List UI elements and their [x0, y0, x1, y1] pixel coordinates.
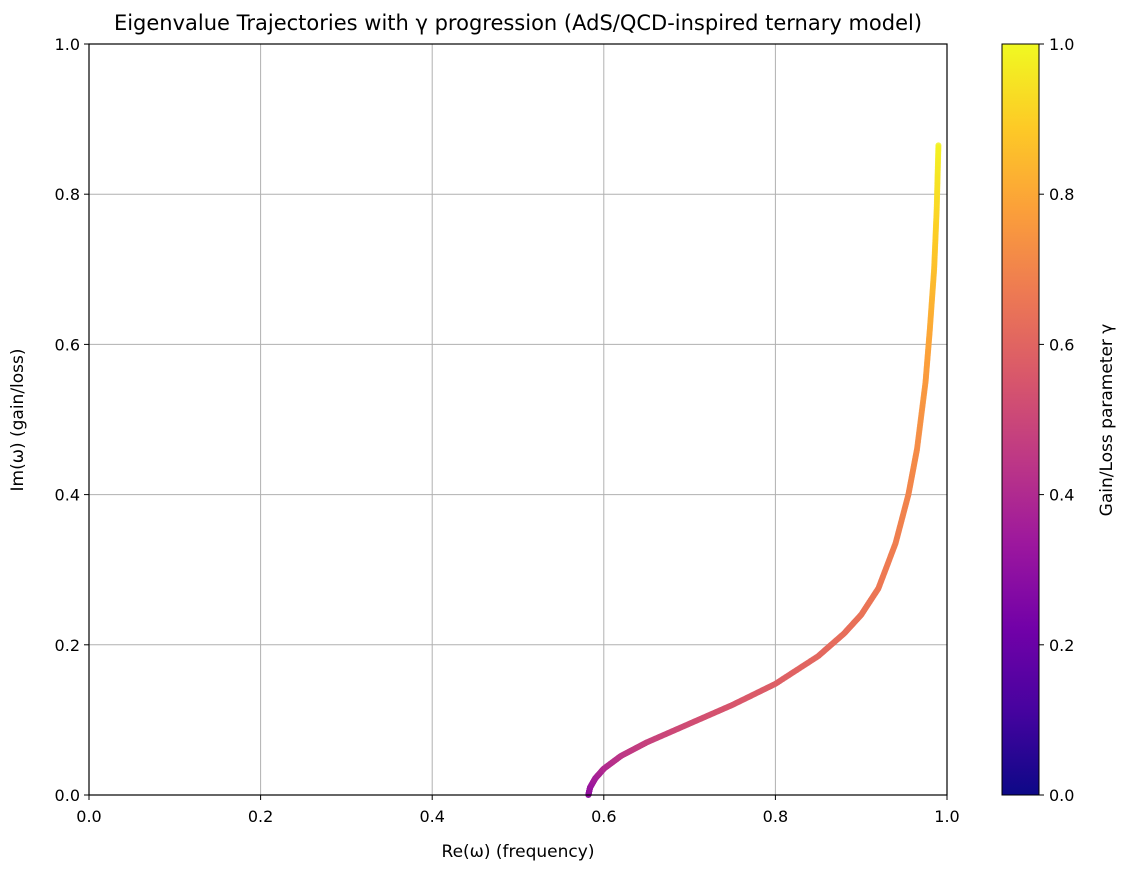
grid [88, 43, 948, 796]
y-tick-label: 0.2 [55, 636, 80, 655]
y-tick-label: 0.0 [55, 786, 80, 805]
y-tick-label: 1.0 [55, 35, 80, 54]
y-tick-label: 0.4 [55, 486, 80, 505]
y-axis-label: Im(ω) (gain/loss) [8, 348, 28, 491]
colorbar-tick-label: 0.6 [1049, 335, 1074, 354]
colorbar-tick-label: 0.8 [1049, 185, 1074, 204]
x-tick-label: 0.6 [591, 807, 616, 826]
x-axis-ticks: 0.0 0.2 0.4 0.6 0.8 1.0 [76, 795, 960, 826]
trajectory-point [935, 142, 942, 149]
colorbar-tick-label: 0.0 [1049, 786, 1074, 805]
y-tick-label: 0.8 [55, 185, 80, 204]
x-tick-label: 0.2 [248, 807, 273, 826]
plot-frame [88, 43, 948, 796]
y-tick-label: 0.6 [55, 335, 80, 354]
colorbar-tick-label: 0.4 [1049, 486, 1074, 505]
x-tick-label: 0.0 [76, 807, 101, 826]
colorbar-tick-label: 0.2 [1049, 636, 1074, 655]
chart-title: Eigenvalue Trajectories with γ progressi… [114, 11, 922, 35]
y-axis-ticks: 0.0 0.2 0.4 0.6 0.8 1.0 [55, 35, 89, 805]
x-axis-label: Re(ω) (frequency) [442, 842, 595, 862]
colorbar-label: Gain/Loss parameter γ [1097, 324, 1117, 517]
colorbar-tick-label: 1.0 [1049, 35, 1074, 54]
colorbar-ticks: 0.0 0.2 0.4 0.6 0.8 1.0 [1039, 35, 1074, 805]
x-tick-label: 0.4 [419, 807, 444, 826]
x-tick-label: 1.0 [934, 807, 959, 826]
trajectory-series [585, 142, 942, 798]
colorbar [1001, 43, 1040, 796]
x-tick-label: 0.8 [763, 807, 788, 826]
